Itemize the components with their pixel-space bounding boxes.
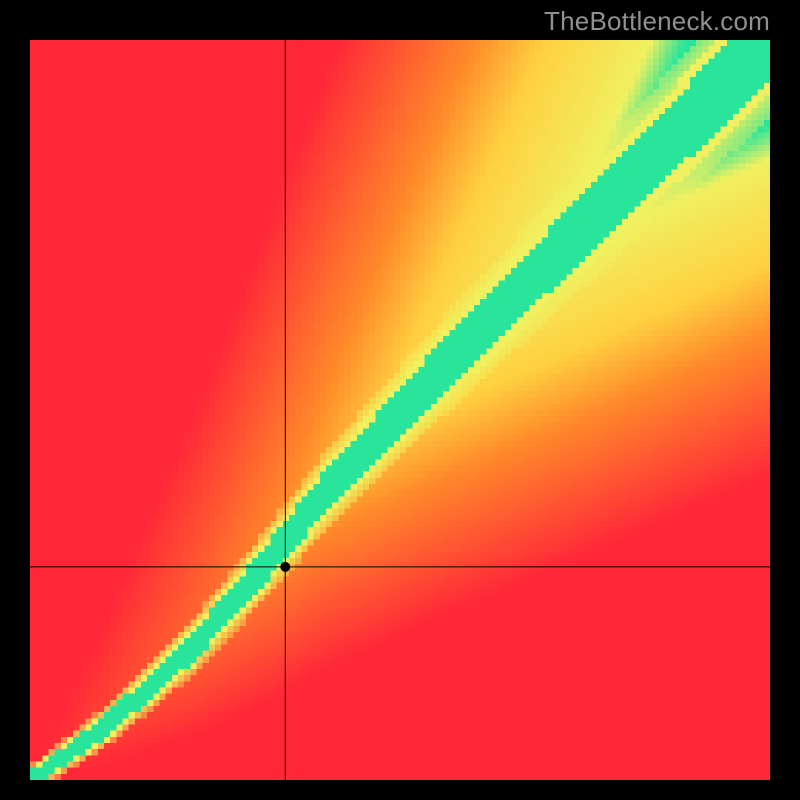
bottleneck-heatmap	[30, 40, 770, 780]
watermark-text: TheBottleneck.com	[544, 6, 770, 37]
heatmap-canvas	[30, 40, 770, 780]
